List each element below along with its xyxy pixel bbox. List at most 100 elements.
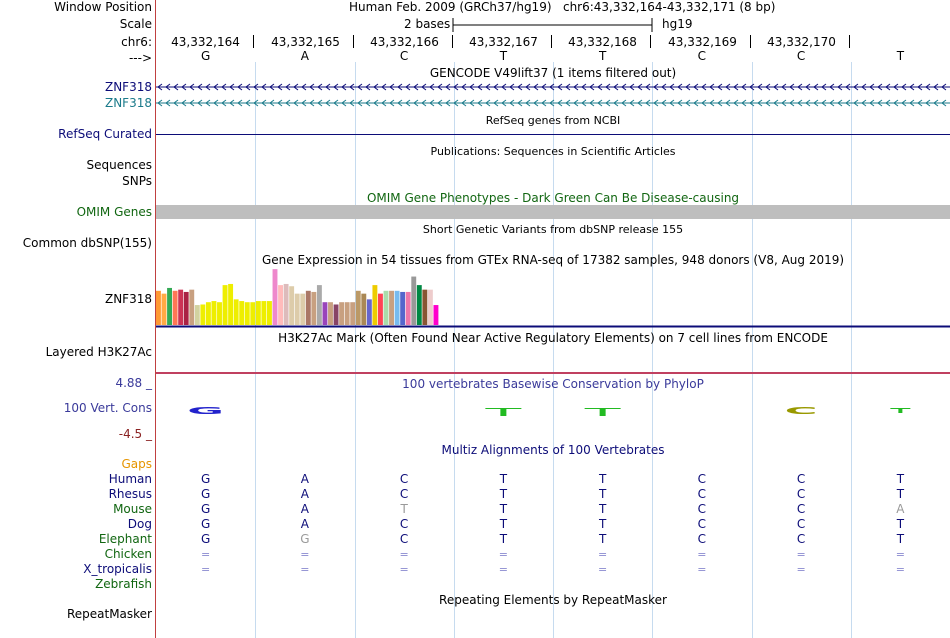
alignment-base: T xyxy=(499,487,508,501)
species-label[interactable]: Rhesus xyxy=(108,487,152,501)
assembly-id: hg19 xyxy=(662,17,693,31)
gtex-tissue-bar xyxy=(167,287,172,325)
alignment-base: A xyxy=(300,472,309,486)
alignment-base: C xyxy=(796,502,806,516)
omim-label[interactable]: OMIM Genes xyxy=(76,205,152,219)
h3k27ac-title: H3K27Ac Mark (Often Found Near Active Re… xyxy=(278,331,828,345)
sequences-label[interactable]: Sequences xyxy=(86,158,152,172)
gtex-tissue-bar xyxy=(361,293,367,325)
svg-text:G: G xyxy=(187,405,224,416)
gtex-tissue-bar xyxy=(350,302,356,325)
species-label[interactable]: Zebrafish xyxy=(95,577,152,591)
gtex-tissue-bar xyxy=(189,289,195,325)
gtex-tissue-bar xyxy=(427,289,433,325)
assembly-name: Human Feb. 2009 (GRCh37/hg19) xyxy=(349,0,552,14)
species-label[interactable]: X_tropicalis xyxy=(83,562,152,576)
coordinate-label: 43,332,168 xyxy=(568,35,637,49)
refseq-title: RefSeq genes from NCBI xyxy=(485,114,621,127)
gtex-tissue-bar xyxy=(411,276,417,325)
gtex-tissue-bar xyxy=(255,301,261,325)
gtex-tissue-bar xyxy=(267,301,272,325)
gtex-tissue-bar xyxy=(205,302,211,325)
species-label[interactable]: Dog xyxy=(127,517,152,531)
scale-text: 2 bases xyxy=(404,17,451,31)
alignment-base: = xyxy=(697,548,707,561)
alignment-base: A xyxy=(300,502,309,516)
alignment-base: G xyxy=(200,487,211,501)
gtex-tissue-bar xyxy=(383,290,389,325)
coordinate-tick xyxy=(551,35,552,48)
dbsnp-label[interactable]: Common dbSNP(155) xyxy=(22,236,152,250)
phylop-mark xyxy=(890,408,911,413)
repeatmasker-label[interactable]: RepeatMasker xyxy=(66,607,152,621)
label-separator xyxy=(155,0,156,638)
species-label[interactable]: Human xyxy=(108,472,152,486)
alignment-base: G xyxy=(200,517,211,531)
alignment-base: = xyxy=(300,563,310,576)
refseq-label[interactable]: RefSeq Curated xyxy=(58,127,152,141)
gtex-expression-chart[interactable] xyxy=(156,268,950,328)
alignment-base: T xyxy=(499,517,508,531)
gencode-label-2[interactable]: ZNF318 xyxy=(104,96,152,110)
gaps-label[interactable]: Gaps xyxy=(121,457,152,471)
omim-gene-bar[interactable] xyxy=(156,205,950,219)
gtex-tissue-bar xyxy=(433,305,439,325)
gtex-tissue-bar xyxy=(289,286,295,325)
gtex-tissue-bar xyxy=(305,290,311,325)
alignment-base: = xyxy=(796,548,806,561)
coordinate-tick xyxy=(650,35,651,48)
gtex-tissue-bar xyxy=(211,301,217,325)
snps-label[interactable]: SNPs xyxy=(122,174,152,188)
alignment-base: T xyxy=(896,532,905,546)
gtex-tissue-bar xyxy=(178,289,184,325)
scale-bar xyxy=(452,18,653,32)
alignment-base: C xyxy=(697,487,707,501)
alignment-base: C xyxy=(399,517,409,531)
alignment-base: = xyxy=(399,548,409,561)
alignment-base: = xyxy=(598,548,608,561)
phylop-max-label: 4.88 _ xyxy=(115,376,152,390)
alignment-base: G xyxy=(200,532,211,546)
h3k27ac-label[interactable]: Layered H3K27Ac xyxy=(45,345,152,359)
phylop-label[interactable]: 100 Vert. Cons xyxy=(63,401,152,415)
publications-title: Publications: Sequences in Scientific Ar… xyxy=(430,145,676,158)
species-label[interactable]: Elephant xyxy=(98,532,152,546)
gtex-tissue-bar xyxy=(416,285,422,325)
gtex-tissue-bar xyxy=(322,302,328,325)
reference-base: G xyxy=(200,49,211,63)
gtex-tissue-bar xyxy=(405,291,411,325)
gtex-tissue-bar xyxy=(372,285,378,325)
position-text[interactable]: chr6:43,332,164-43,332,171 (8 bp) xyxy=(562,0,776,14)
gencode-label-1[interactable]: ZNF318 xyxy=(104,80,152,94)
phylop-mark: G xyxy=(187,405,224,416)
alignment-base: C xyxy=(697,502,707,516)
alignment-base: T xyxy=(598,472,607,486)
species-label[interactable]: Mouse xyxy=(113,502,152,516)
coordinate-tick xyxy=(849,35,850,48)
gtex-label[interactable]: ZNF318 xyxy=(104,292,152,306)
alignment-base: C xyxy=(697,472,707,486)
omim-title: OMIM Gene Phenotypes - Dark Green Can Be… xyxy=(366,191,740,205)
gtex-tissue-bar xyxy=(294,293,300,325)
alignment-base: = xyxy=(697,563,707,576)
species-label[interactable]: Chicken xyxy=(104,547,152,561)
gtex-tissue-bar xyxy=(217,302,222,325)
alignment-base: T xyxy=(896,517,905,531)
gtex-tissue-bar xyxy=(355,290,361,325)
gtex-tissue-bar xyxy=(333,304,339,325)
dbsnp-title: Short Genetic Variants from dbSNP releas… xyxy=(422,223,684,236)
gencode-title: GENCODE V49lift37 (1 items filtered out) xyxy=(429,66,677,80)
gencode-gene-models[interactable] xyxy=(156,80,950,110)
phylop-mark: C xyxy=(785,405,818,416)
refseq-gene-line[interactable] xyxy=(156,134,950,135)
alignment-base: = xyxy=(796,563,806,576)
gtex-title: Gene Expression in 54 tissues from GTEx … xyxy=(261,253,845,267)
alignment-base: G xyxy=(200,502,211,516)
alignment-base: T xyxy=(598,532,607,546)
gtex-tissue-bar xyxy=(239,301,245,325)
alignment-base: T xyxy=(598,487,607,501)
coordinate-tick xyxy=(750,35,751,48)
alignment-base: T xyxy=(896,487,905,501)
alignment-base: = xyxy=(598,563,608,576)
